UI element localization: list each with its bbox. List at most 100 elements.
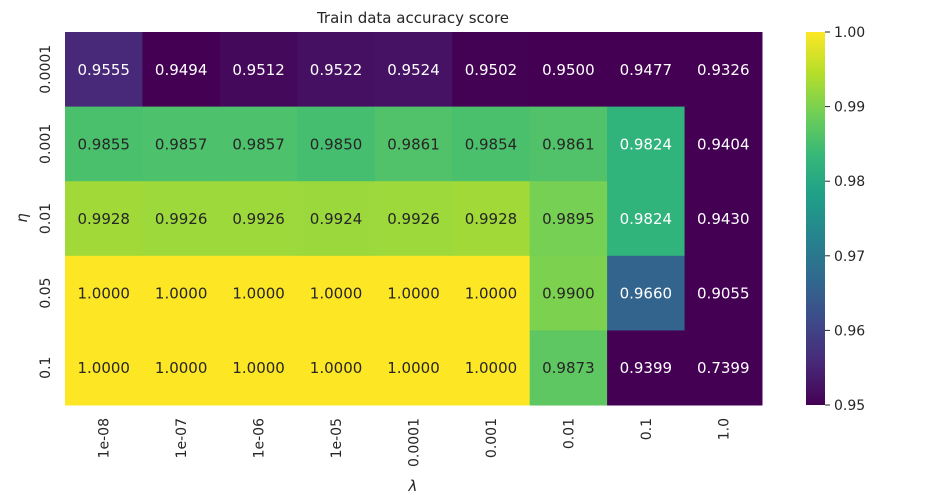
cell-value-label: 0.9855: [77, 135, 130, 153]
cell-value-label: 0.7399: [697, 359, 750, 377]
cell-value-label: 0.9524: [387, 61, 440, 79]
heatmap-cell: [529, 106, 608, 182]
heatmap-cell: [529, 330, 608, 406]
cell-value-label: 0.9895: [542, 210, 595, 228]
colorbar-gradient: [806, 32, 825, 405]
heatmap-cell: [219, 32, 298, 108]
colorbar-tick-label: 0.96: [834, 323, 865, 339]
heatmap-cell: [219, 330, 298, 406]
x-tick-label: 0.0001: [407, 418, 423, 467]
heatmap-cell: [452, 181, 531, 257]
cell-value-label: 1.0000: [232, 285, 285, 303]
cell-value-label: 1.0000: [310, 285, 363, 303]
heatmap-cell: [297, 106, 376, 182]
colorbar-tick-label: 0.95: [834, 398, 865, 414]
cell-value-label: 0.9660: [620, 285, 673, 303]
heatmap-cell: [374, 106, 453, 182]
heatmap-cell: [607, 181, 686, 257]
cell-value-label: 1.0000: [387, 285, 440, 303]
heatmap-cell: [452, 255, 531, 331]
cell-value-label: 1.0000: [155, 359, 208, 377]
cell-value-label: 0.9512: [232, 61, 285, 79]
heatmap-cell: [607, 32, 686, 108]
x-tick-label: 1.0: [716, 418, 732, 440]
heatmap-cell: [142, 181, 221, 257]
cell-value-label: 1.0000: [232, 359, 285, 377]
x-tick-label: 0.1: [639, 418, 655, 440]
cell-value-label: 0.9857: [155, 135, 208, 153]
heatmap-cell: [374, 32, 453, 108]
cell-value-label: 1.0000: [465, 285, 518, 303]
x-tick-label: 1e-06: [252, 418, 268, 458]
colorbar-tick-label: 0.98: [834, 174, 865, 190]
cell-value-label: 0.9477: [620, 61, 673, 79]
cell-value-label: 0.9404: [697, 135, 750, 153]
heatmap-cells: [65, 32, 763, 406]
heatmap-cell: [684, 106, 763, 182]
heatmap-cell: [65, 106, 143, 182]
cell-value-label: 0.9861: [542, 135, 595, 153]
cell-value-label: 0.9854: [465, 135, 518, 153]
heatmap-cell: [297, 181, 376, 257]
heatmap-cell: [219, 106, 298, 182]
cell-value-label: 0.9555: [77, 61, 130, 79]
cell-value-label: 0.9924: [310, 210, 363, 228]
colorbar-tick-label: 1.00: [834, 25, 865, 41]
heatmap-cell: [684, 330, 763, 406]
heatmap-cell: [684, 181, 763, 257]
heatmap-cell: [607, 330, 686, 406]
heatmap-cell: [529, 32, 608, 108]
heatmap-cell: [65, 330, 143, 406]
colorbar-tick-label: 0.99: [834, 100, 865, 116]
cell-value-label: 1.0000: [155, 285, 208, 303]
cell-value-label: 0.9928: [465, 210, 518, 228]
heatmap-cell: [297, 255, 376, 331]
heatmap-cell: [529, 181, 608, 257]
x-tick-label: 1e-05: [329, 418, 345, 458]
heatmap-cell: [65, 32, 143, 108]
heatmap-cell: [607, 255, 686, 331]
cell-value-label: 1.0000: [77, 285, 130, 303]
chart-title: Train data accuracy score: [316, 9, 509, 27]
cell-value-label: 1.0000: [77, 359, 130, 377]
cell-value-label: 0.9500: [542, 61, 595, 79]
cell-value-label: 1.0000: [310, 359, 363, 377]
cell-value-label: 0.9824: [620, 210, 673, 228]
x-tick-label: 1e-07: [174, 418, 190, 458]
cell-value-label: 0.9430: [697, 210, 750, 228]
cell-value-label: 0.9055: [697, 285, 750, 303]
cell-value-label: 0.9522: [310, 61, 363, 79]
cell-value-label: 1.0000: [387, 359, 440, 377]
cell-value-label: 0.9850: [310, 135, 363, 153]
x-tick-label: 0.01: [561, 418, 577, 449]
y-axis-ticks: 0.0001 0.001 0.01 0.05 0.1: [38, 45, 54, 379]
heatmap-cell: [452, 330, 531, 406]
cell-value-label: 0.9926: [232, 210, 285, 228]
cell-value-label: 0.9824: [620, 135, 673, 153]
heatmap-cell: [142, 255, 221, 331]
heatmap-cell: [374, 330, 453, 406]
y-tick-label: 0.0001: [38, 45, 54, 94]
cell-value-label: 0.9399: [620, 359, 673, 377]
cell-value-label: 0.9926: [387, 210, 440, 228]
cell-value-label: 0.9502: [465, 61, 518, 79]
heatmap-cell: [219, 255, 298, 331]
cell-value-label: 0.9873: [542, 359, 595, 377]
cell-value-label: 0.9857: [232, 135, 285, 153]
heatmap-cell: [65, 255, 143, 331]
heatmap-cell: [297, 330, 376, 406]
heatmap-cell: [374, 181, 453, 257]
colorbar: 0.95 0.96 0.97 0.98 0.99 1.00: [806, 25, 865, 414]
heatmap-cell: [529, 255, 608, 331]
heatmap-cell: [219, 181, 298, 257]
cell-value-labels: 0.9555 0.9494 0.9512 0.9522 0.9524 0.9502 0.95…: [77, 61, 749, 377]
heatmap-cell: [374, 255, 453, 331]
cell-value-label: 0.9326: [697, 61, 750, 79]
heatmap-cell: [65, 181, 143, 257]
y-tick-label: 0.1: [38, 357, 54, 379]
heatmap-cell: [142, 330, 221, 406]
colorbar-tick-label: 0.97: [834, 249, 865, 265]
x-tick-label: 1e-08: [97, 418, 113, 458]
